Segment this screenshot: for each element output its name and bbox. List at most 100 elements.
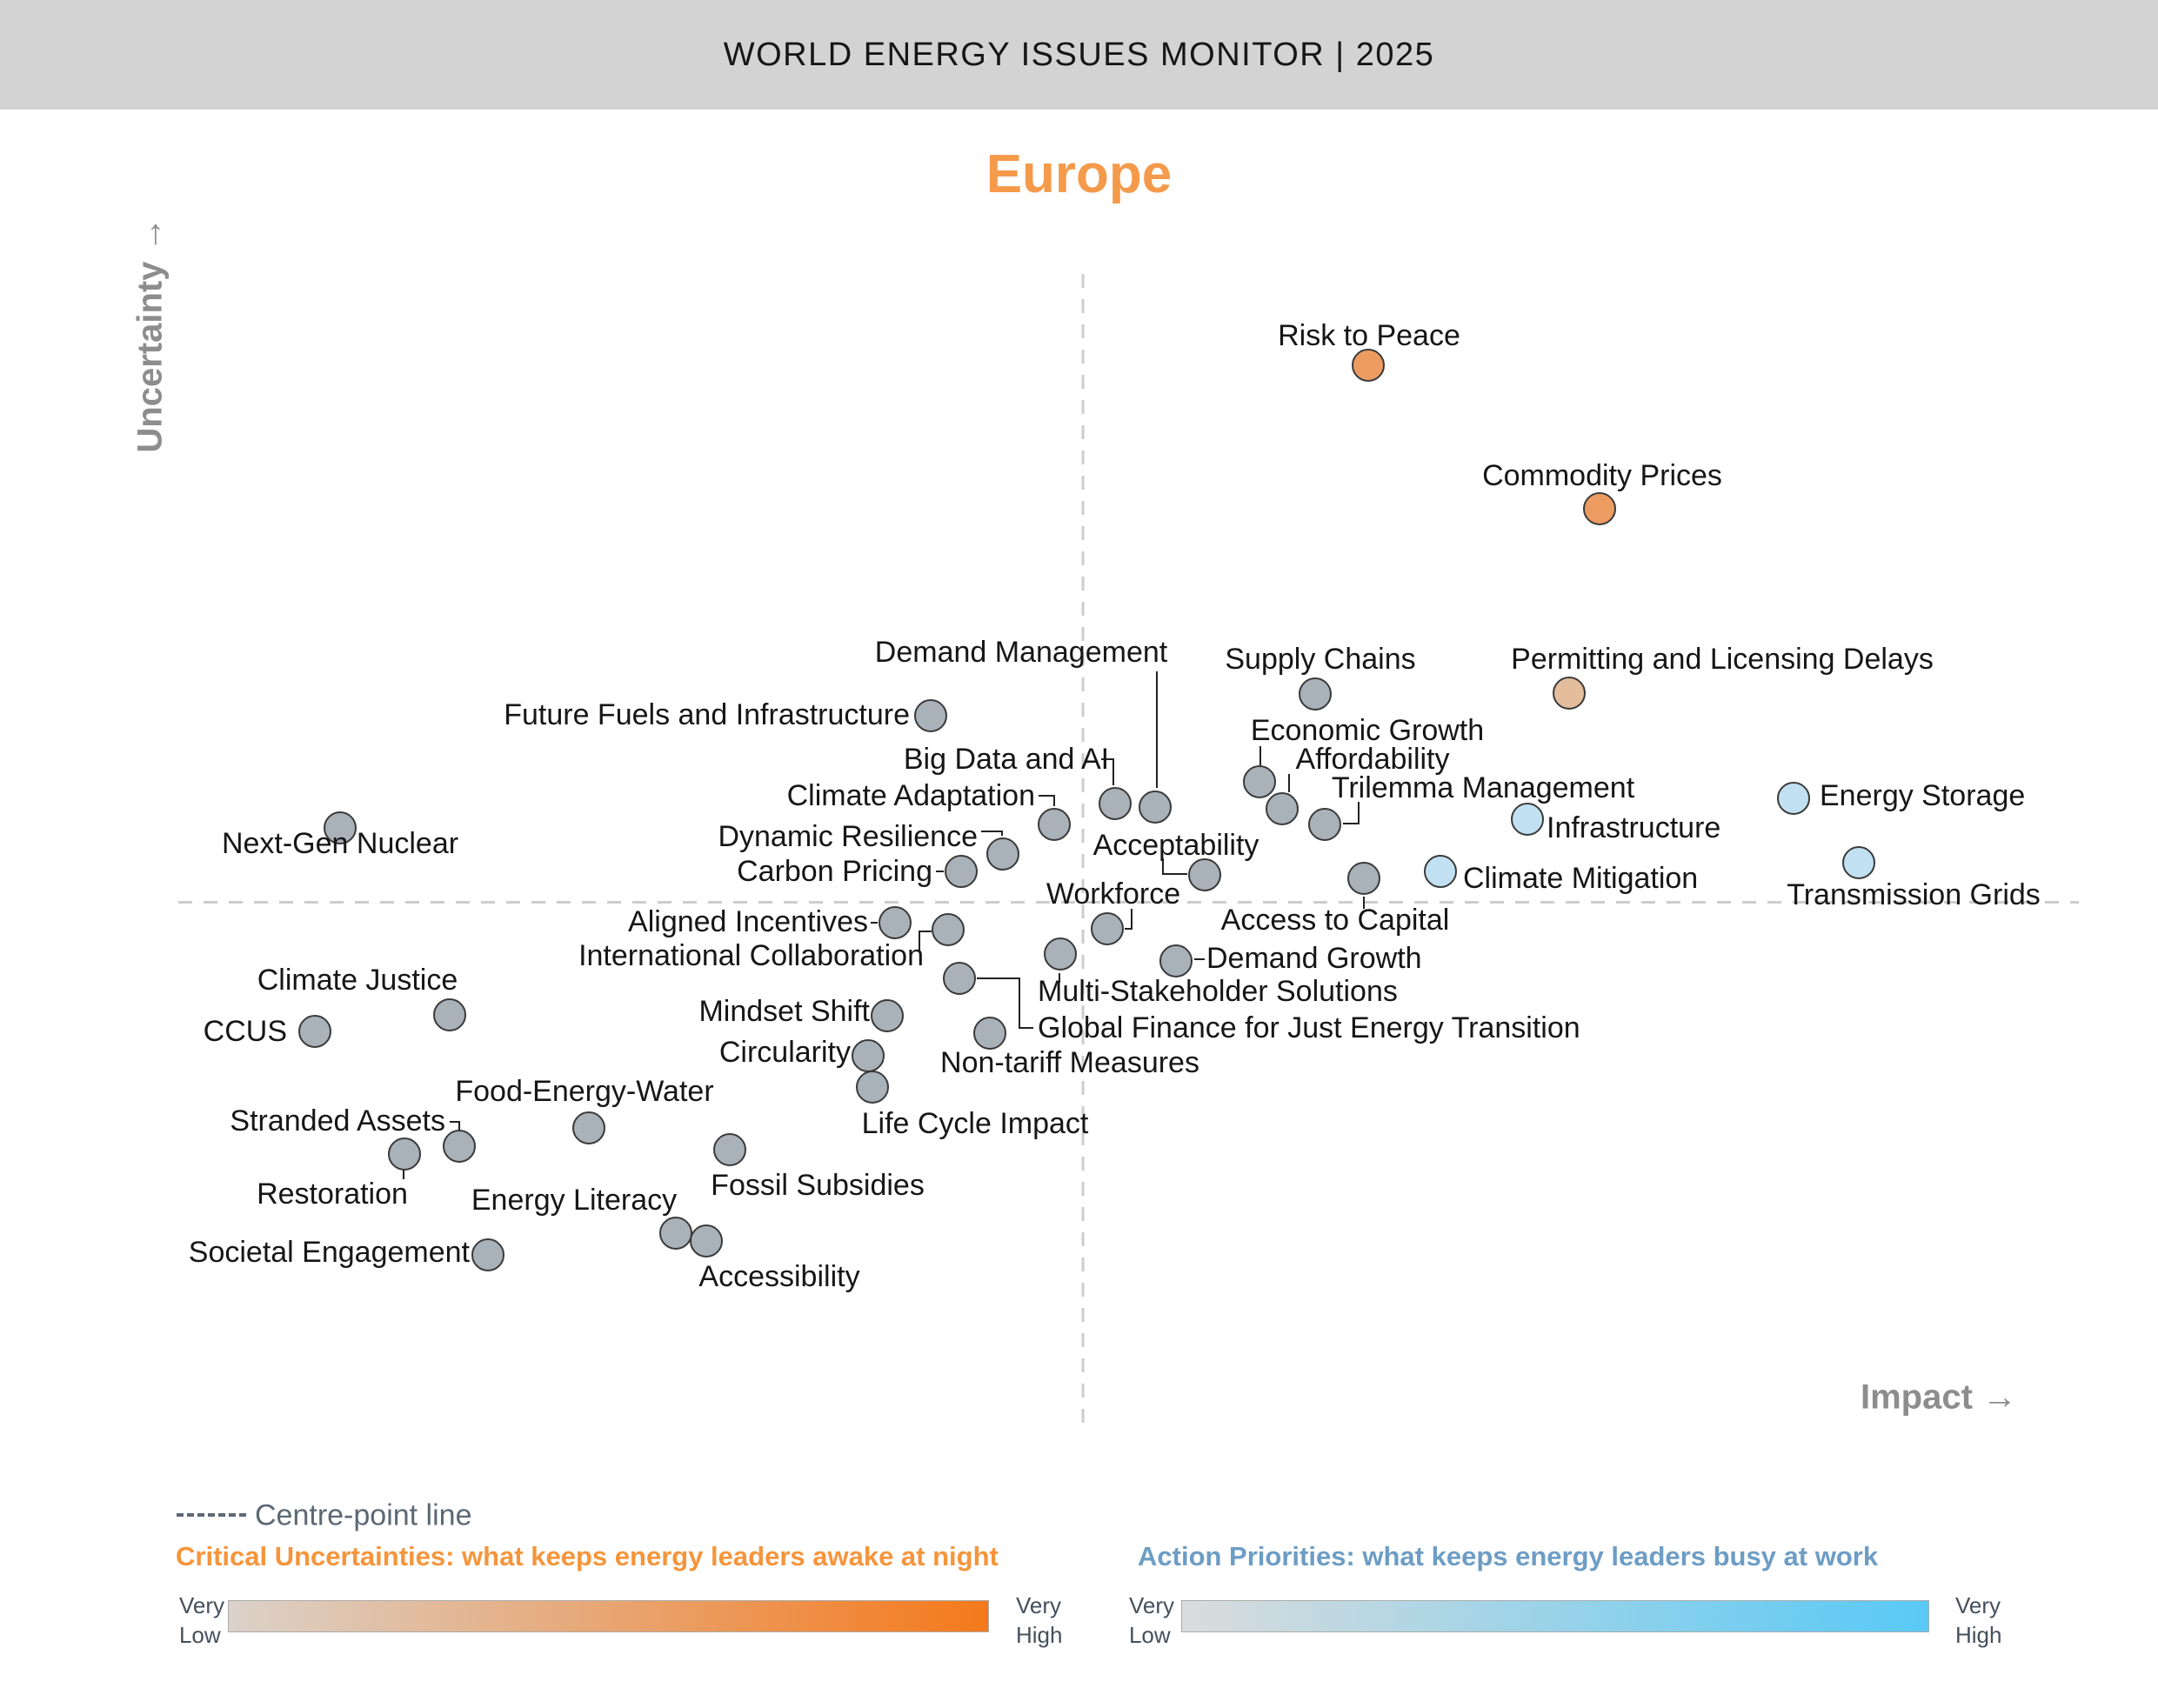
- issue-label-fossil-subsidies: Fossil Subsidies: [711, 1169, 925, 1202]
- issue-bubble-climate-mitigation: [1423, 854, 1457, 888]
- issue-bubble-transmission-grids: [1841, 846, 1875, 880]
- issue-label-circularity: Circularity: [718, 1036, 851, 1069]
- issue-bubble-climate-justice: [433, 997, 467, 1031]
- issue-label-ccus: CCUS: [203, 1015, 287, 1048]
- issue-bubble-fossil-subsidies: [712, 1133, 746, 1167]
- issue-label-climate-adaptation: Climate Adaptation: [786, 779, 1035, 812]
- action-scale-very-low: Very Low: [1128, 1592, 1174, 1648]
- issue-bubble-food-energy-water: [571, 1111, 605, 1144]
- critical-scale-very-low: Very Low: [178, 1592, 224, 1648]
- issue-label-multi-stakeholder-solutions: Multi-Stakeholder Solutions: [1038, 975, 1398, 1008]
- issue-label-climate-justice: Climate Justice: [257, 964, 458, 997]
- action-priorities-legend-title: Action Priorities: what keeps energy lea…: [1138, 1541, 1879, 1571]
- issue-label-societal-engagement: Societal Engagement: [188, 1236, 470, 1269]
- centre-point-line-sample: [177, 1513, 246, 1517]
- issue-bubble-demand-growth: [1159, 944, 1193, 978]
- issue-label-dynamic-resilience: Dynamic Resilience: [718, 820, 978, 853]
- issue-label-commodity-prices: Commodity Prices: [1482, 459, 1722, 492]
- issue-bubble-energy-storage: [1777, 781, 1811, 815]
- issue-bubble-aligned-incentives: [878, 906, 912, 940]
- leader-line-global-finance-for-just-energy-transition: [977, 977, 1033, 1029]
- issue-bubble-access-to-capital: [1347, 861, 1381, 895]
- issue-bubble-global-finance-for-just-energy-transition: [943, 962, 977, 996]
- action-priorities-gradient-bar: [1181, 1600, 1929, 1632]
- leader-line-acceptability: [1162, 858, 1187, 875]
- issue-label-climate-mitigation: Climate Mitigation: [1463, 862, 1699, 895]
- issue-label-life-cycle-impact: Life Cycle Impact: [861, 1107, 1089, 1140]
- issue-bubble-next-gen-nuclear: [323, 811, 357, 845]
- issue-label-affordability: Affordability: [1295, 743, 1450, 776]
- issue-bubble-mindset-shift: [871, 998, 904, 1032]
- leader-line-trilemma-management: [1343, 802, 1360, 824]
- issue-bubble-climate-adaptation: [1038, 808, 1072, 842]
- issue-label-economic-growth: Economic Growth: [1250, 714, 1485, 747]
- issue-bubble-affordability: [1266, 791, 1299, 825]
- issue-label-risk-to-peace: Risk to Peace: [1278, 319, 1460, 352]
- issue-bubble-energy-literacy: [659, 1216, 693, 1250]
- issue-bubble-restoration: [388, 1138, 421, 1171]
- issue-bubble-permitting-and-licensing-delays: [1553, 676, 1587, 710]
- issue-label-big-data-and-ai: Big Data and AI: [903, 743, 1110, 776]
- issue-label-food-energy-water: Food-Energy-Water: [455, 1075, 714, 1108]
- issue-label-infrastructure: Infrastructure: [1547, 811, 1721, 844]
- issue-label-access-to-capital: Access to Capital: [1220, 904, 1450, 937]
- issue-label-supply-chains: Supply Chains: [1225, 643, 1416, 676]
- issue-label-non-tariff-measures: Non-tariff Measures: [940, 1046, 1199, 1079]
- issue-bubble-workforce: [1091, 912, 1125, 946]
- issue-bubble-big-data-and-ai: [1099, 787, 1132, 821]
- issue-label-next-gen-nuclear: Next-Gen Nuclear: [221, 827, 459, 860]
- issue-bubble-carbon-pricing: [945, 854, 979, 888]
- issue-label-stranded-assets: Stranded Assets: [230, 1104, 445, 1138]
- issue-bubble-economic-growth: [1243, 765, 1277, 799]
- issue-label-demand-management: Demand Management: [874, 636, 1168, 669]
- region-title: Europe: [985, 144, 1173, 204]
- leader-line-dynamic-resilience: [981, 831, 1003, 836]
- page-title: WORLD ENERGY ISSUES MONITOR | 2025: [723, 36, 1435, 73]
- issue-bubble-accessibility: [690, 1224, 724, 1258]
- issue-bubble-dynamic-resilience: [986, 837, 1020, 871]
- issue-bubble-demand-management: [1139, 791, 1173, 824]
- issue-bubble-life-cycle-impact: [855, 1071, 889, 1104]
- leader-line-international-collaboration: [919, 931, 932, 951]
- issue-bubble-acceptability: [1187, 857, 1221, 891]
- issue-label-transmission-grids: Transmission Grids: [1787, 878, 2041, 911]
- leader-line-workforce: [1125, 909, 1132, 930]
- issue-label-restoration: Restoration: [257, 1178, 408, 1211]
- issue-label-energy-literacy: Energy Literacy: [471, 1184, 678, 1217]
- issue-bubble-circularity: [852, 1039, 885, 1073]
- issue-bubble-supply-chains: [1298, 677, 1332, 711]
- issue-label-acceptability: Acceptability: [1092, 829, 1259, 862]
- issue-label-carbon-pricing: Carbon Pricing: [737, 855, 932, 888]
- issue-bubble-future-fuels-and-infrastructure: [914, 699, 948, 733]
- issue-bubble-ccus: [298, 1015, 332, 1049]
- issue-label-mindset-shift: Mindset Shift: [698, 995, 870, 1028]
- issue-bubble-trilemma-management: [1307, 808, 1341, 842]
- issue-bubble-infrastructure: [1511, 802, 1545, 836]
- issue-label-accessibility: Accessibility: [698, 1260, 860, 1293]
- centre-point-line-label: Centre-point line: [255, 1498, 472, 1532]
- issue-label-global-finance-for-just-energy-transition: Global Finance for Just Energy Transitio…: [1038, 1011, 1580, 1044]
- issue-label-energy-storage: Energy Storage: [1820, 779, 2026, 812]
- issue-label-future-fuels-and-infrastructure: Future Fuels and Infrastructure: [504, 698, 910, 731]
- issue-label-workforce: Workforce: [1046, 877, 1181, 911]
- x-axis-label-impact: Impact →: [1860, 1378, 2018, 1417]
- issue-bubble-international-collaboration: [931, 913, 965, 947]
- leader-line-climate-adaptation: [1039, 795, 1055, 806]
- issue-label-demand-growth: Demand Growth: [1206, 942, 1422, 975]
- header-bar: WORLD ENERGY ISSUES MONITOR | 2025: [0, 0, 2158, 110]
- critical-scale-very-high: Very High: [1016, 1592, 1063, 1648]
- issue-label-international-collaboration: International Collaboration: [578, 939, 924, 972]
- issue-label-permitting-and-licensing-delays: Permitting and Licensing Delays: [1511, 643, 1934, 676]
- issue-label-trilemma-management: Trilemma Management: [1331, 771, 1635, 804]
- action-scale-very-high: Very High: [1955, 1592, 2002, 1648]
- issue-bubble-stranded-assets: [443, 1130, 477, 1164]
- issue-label-aligned-incentives: Aligned Incentives: [628, 905, 868, 938]
- issue-bubble-non-tariff-measures: [972, 1016, 1006, 1050]
- issue-bubble-commodity-prices: [1583, 492, 1617, 526]
- issue-bubble-multi-stakeholder-solutions: [1043, 937, 1077, 971]
- critical-uncertainties-legend-title: Critical Uncertainties: what keeps energ…: [176, 1541, 999, 1571]
- issue-bubble-risk-to-peace: [1351, 349, 1385, 383]
- leader-line-big-data-and-ai: [1101, 758, 1114, 785]
